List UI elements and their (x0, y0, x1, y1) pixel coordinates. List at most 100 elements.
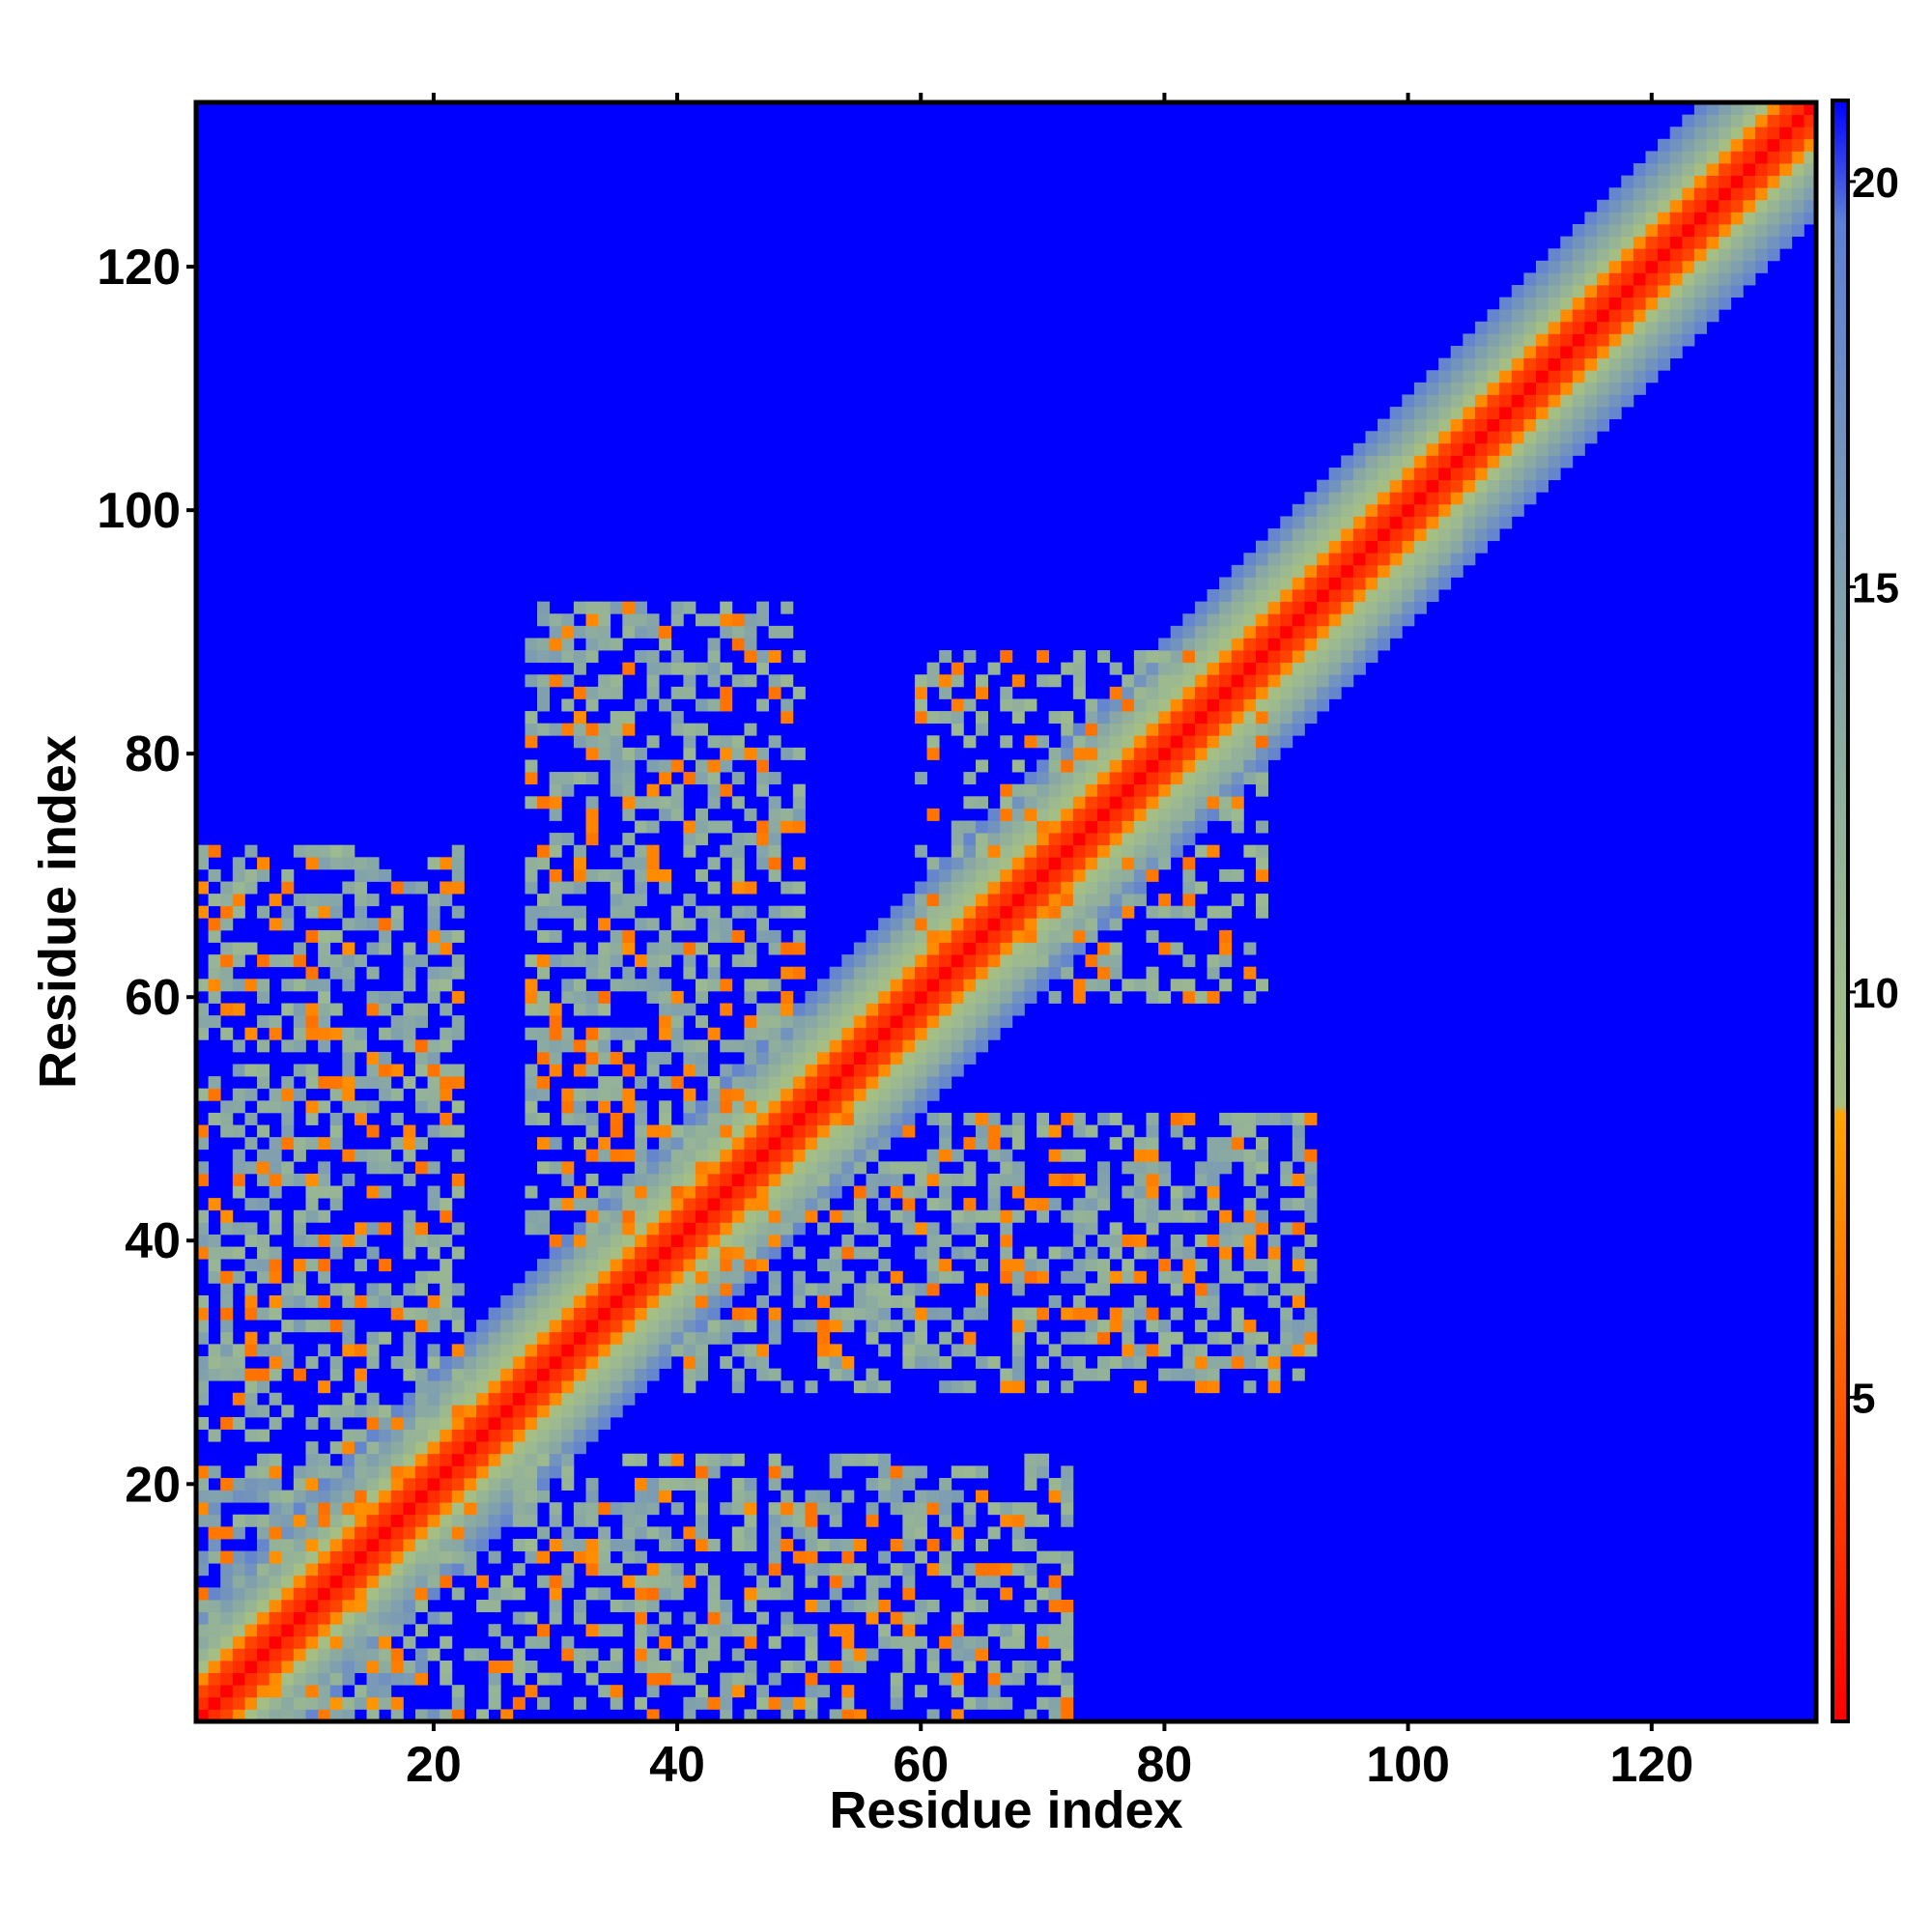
heatmap-cell (926, 674, 940, 688)
heatmap-cell (695, 1502, 708, 1516)
heatmap-cell (610, 954, 623, 968)
heatmap-cell (585, 1051, 599, 1065)
heatmap-cell (1072, 820, 1086, 834)
heatmap-cell (549, 1514, 562, 1527)
heatmap-cell (878, 1380, 892, 1394)
heatmap-cell (342, 1453, 355, 1466)
heatmap-cell (257, 1477, 270, 1491)
heatmap-cell (390, 1587, 404, 1601)
heatmap-cell (878, 1064, 892, 1077)
heatmap-cell (1146, 820, 1159, 834)
heatmap-cell (598, 1587, 611, 1601)
heatmap-cell (1024, 894, 1037, 907)
heatmap-cell (926, 1307, 940, 1321)
heatmap-cell (939, 1477, 952, 1491)
heatmap-cell (1645, 212, 1659, 225)
heatmap-cell (232, 1039, 245, 1053)
heatmap-cell (1572, 370, 1585, 384)
heatmap-cell (1097, 1283, 1111, 1296)
heatmap-cell (244, 1514, 258, 1527)
heatmap-cell (196, 1416, 210, 1430)
heatmap-cell (476, 1355, 490, 1369)
heatmap-cell (622, 662, 636, 675)
heatmap-cell (366, 1672, 380, 1686)
heatmap-cell (305, 1320, 319, 1333)
heatmap-cell (1669, 163, 1683, 177)
heatmap-cell (525, 881, 538, 895)
heatmap-cell (622, 1514, 636, 1527)
heatmap-cell (659, 1198, 672, 1211)
heatmap-cell (1037, 759, 1050, 773)
heatmap-cell (1317, 553, 1330, 566)
heatmap-cell (342, 1624, 355, 1637)
heatmap-cell (683, 1611, 696, 1625)
heatmap-cell (329, 1575, 343, 1588)
heatmap-cell (1085, 844, 1098, 858)
heatmap-cell (1584, 224, 1598, 238)
heatmap-cell (781, 747, 794, 760)
heatmap-cell (1061, 1502, 1074, 1516)
heatmap-cell (1061, 759, 1074, 773)
heatmap-cell (975, 844, 988, 858)
heatmap-cell (305, 1112, 319, 1125)
heatmap-cell (768, 735, 781, 749)
heatmap-cell (379, 1685, 392, 1698)
heatmap-cell (1328, 468, 1342, 481)
heatmap-cell (744, 1027, 757, 1040)
heatmap-cell (707, 662, 721, 675)
heatmap-cell (1219, 723, 1233, 736)
heatmap-cell (1011, 881, 1025, 895)
heatmap-cell (1219, 1270, 1233, 1284)
heatmap-cell (805, 1526, 818, 1540)
heatmap-cell (768, 1307, 781, 1321)
heatmap-cell (1000, 966, 1013, 980)
heatmap-cell (878, 1550, 892, 1564)
heatmap-cell (525, 1088, 538, 1101)
heatmap-cell (768, 1137, 781, 1151)
heatmap-cell (951, 1039, 964, 1053)
heatmap-cell (731, 1161, 745, 1175)
heatmap-cell (281, 979, 295, 992)
heatmap-cell (1243, 686, 1257, 699)
heatmap-cell (1072, 881, 1086, 895)
heatmap-cell (451, 1124, 465, 1138)
heatmap-cell (1669, 138, 1683, 152)
heatmap-cell (1085, 735, 1098, 749)
heatmap-cell (744, 1100, 757, 1114)
heatmap-cell (379, 1514, 392, 1527)
heatmap-cell (914, 954, 927, 968)
heatmap-cell (318, 905, 331, 919)
heatmap-cell (1267, 711, 1281, 724)
heatmap-cell (792, 1015, 806, 1029)
heatmap-cell (987, 942, 1001, 955)
heatmap-cell (1511, 370, 1524, 384)
heatmap-cell (975, 1015, 988, 1029)
heatmap-cell (878, 1088, 892, 1101)
heatmap-cell (1523, 455, 1537, 469)
heatmap-cell (792, 1550, 806, 1564)
heatmap-cell (1669, 236, 1683, 249)
heatmap-cell (1219, 686, 1233, 699)
heatmap-cell (622, 625, 636, 639)
heatmap-cell (707, 1575, 721, 1588)
heatmap-cell (525, 1380, 538, 1394)
heatmap-cell (208, 966, 221, 980)
heatmap-cell (1584, 382, 1598, 395)
heatmap-cell (561, 1441, 575, 1455)
heatmap-cell (342, 1051, 355, 1065)
heatmap-cell (1061, 772, 1074, 785)
heatmap-cell (634, 1477, 647, 1491)
heatmap-cell (1754, 175, 1768, 188)
heatmap-cell (232, 894, 245, 907)
heatmap-cell (987, 894, 1001, 907)
heatmap-cell (683, 966, 696, 980)
heatmap-cell (707, 1538, 721, 1551)
heatmap-cell (549, 1453, 562, 1466)
heatmap-cell (512, 1514, 526, 1527)
heatmap-cell (537, 894, 551, 907)
heatmap-cell (939, 1124, 952, 1138)
heatmap-cell (610, 1198, 623, 1211)
heatmap-cell (1158, 650, 1172, 664)
heatmap-cell (902, 1222, 916, 1236)
heatmap-cell (1097, 1112, 1111, 1125)
